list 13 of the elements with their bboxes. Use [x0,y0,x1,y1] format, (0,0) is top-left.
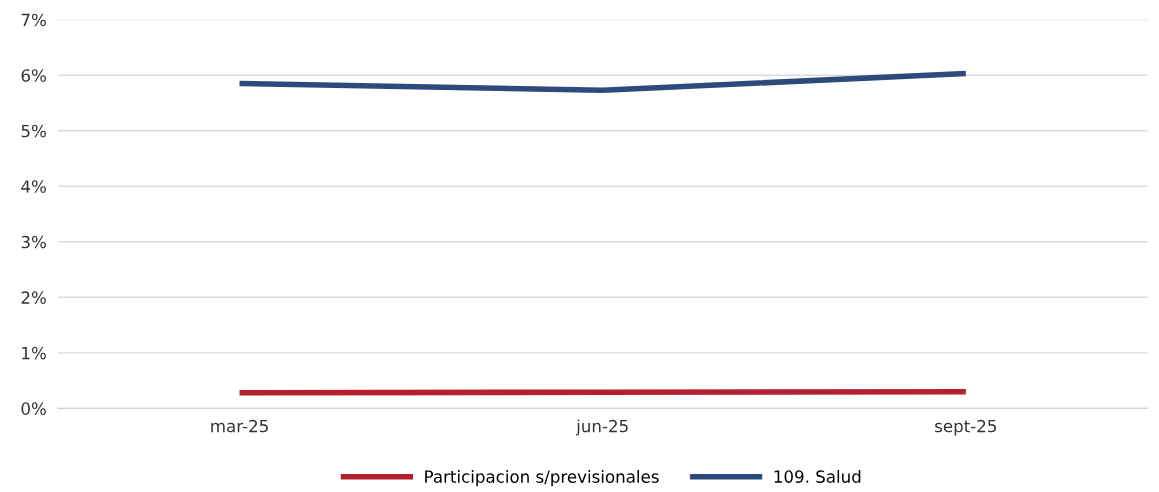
y-tick-label: 4% [21,180,46,193]
y-tick-label: 1% [22,346,46,360]
y-tick-label: 5% [21,124,46,138]
y-tick-label: 7% [21,13,46,27]
legend-label: Participacion s/previsionales [425,470,659,487]
y-tick-label: 6% [21,69,46,82]
y-tick-label: 2% [21,291,46,304]
x-tick-label: sept-25 [935,419,997,436]
y-tick-label: 3% [21,235,46,249]
y-tick-label: 0% [21,402,46,415]
x-tick-label: jun-25 [575,419,628,436]
x-tick-label: mar-25 [211,419,268,433]
legend-label: 109. Salud [774,470,861,483]
